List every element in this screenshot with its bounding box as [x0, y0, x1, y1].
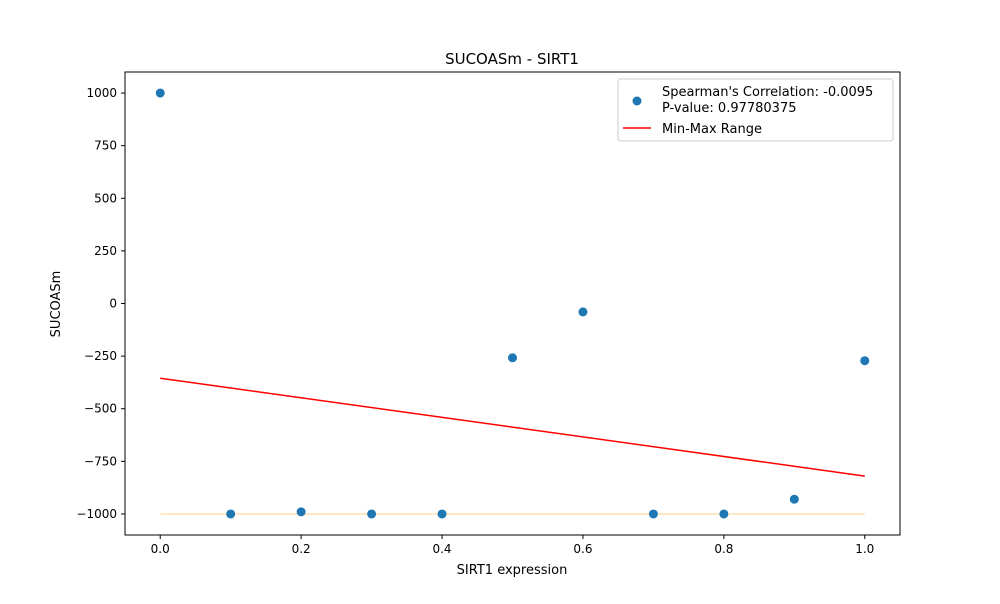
- legend-scatter-label-line1: Spearman's Correlation: -0.0095: [662, 85, 873, 100]
- legend-scatter-marker: [632, 96, 642, 106]
- y-axis-label: SUCOASm: [49, 271, 64, 338]
- chart-title: SUCOASm - SIRT1: [445, 50, 579, 68]
- y-tick-label: −500: [84, 402, 117, 416]
- x-tick-label: 0.0: [151, 542, 170, 556]
- scatter-point: [860, 356, 870, 366]
- plot-area: [155, 88, 870, 519]
- x-tick-label: 1.0: [855, 542, 874, 556]
- x-tick-label: 0.2: [292, 542, 311, 556]
- scatter-point: [367, 509, 377, 519]
- min-max-range-line: [160, 377, 865, 477]
- legend-scatter-label-line2: P-value: 0.97780375: [662, 101, 797, 116]
- x-axis-label: SIRT1 expression: [457, 563, 568, 578]
- y-tick-label: 500: [94, 191, 117, 205]
- legend-line-label: Min-Max Range: [662, 122, 762, 137]
- scatter-point: [578, 307, 588, 317]
- x-tick-label: 0.6: [573, 542, 592, 556]
- scatter-point: [508, 353, 517, 363]
- scatter-point: [226, 509, 236, 519]
- x-tick-label: 0.8: [714, 542, 733, 556]
- scatter-point: [437, 509, 447, 519]
- axes: 0.0 0.2 0.4 0.6 0.8 1.0 1000 750 500 250 0 −250 −500…: [76, 71, 901, 556]
- y-tick-label: −750: [84, 454, 117, 468]
- y-tick-label: 0: [109, 297, 117, 311]
- y-tick-label: −1000: [76, 507, 117, 521]
- scatter-point: [719, 509, 729, 519]
- y-tick-label: 1000: [86, 86, 117, 100]
- scatter-point: [296, 507, 306, 517]
- y-tick-label: 750: [94, 139, 117, 153]
- legend-box: [617, 78, 894, 142]
- y-tick-label: −250: [84, 349, 117, 363]
- legend: Spearman's Correlation: -0.0095P-value: …: [617, 78, 894, 142]
- x-tick-label: 0.4: [432, 542, 451, 556]
- y-tick-label: 250: [94, 244, 117, 258]
- scatter-point: [155, 88, 165, 98]
- scatter-point: [648, 509, 658, 519]
- scatter-point: [789, 494, 799, 504]
